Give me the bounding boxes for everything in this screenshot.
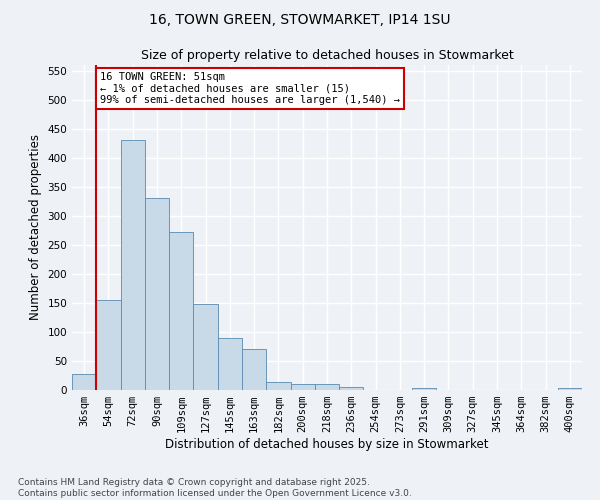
- Bar: [242, 349, 266, 390]
- Bar: [412, 388, 436, 390]
- Bar: [339, 387, 364, 390]
- Text: 16, TOWN GREEN, STOWMARKET, IP14 1SU: 16, TOWN GREEN, STOWMARKET, IP14 1SU: [149, 14, 451, 28]
- Bar: [169, 232, 193, 390]
- Title: Size of property relative to detached houses in Stowmarket: Size of property relative to detached ho…: [140, 50, 514, 62]
- Bar: [121, 140, 145, 390]
- Bar: [218, 338, 242, 390]
- Y-axis label: Number of detached properties: Number of detached properties: [29, 134, 42, 320]
- Bar: [558, 388, 582, 390]
- Bar: [96, 300, 121, 390]
- Text: 16 TOWN GREEN: 51sqm
← 1% of detached houses are smaller (15)
99% of semi-detach: 16 TOWN GREEN: 51sqm ← 1% of detached ho…: [100, 72, 400, 105]
- Bar: [315, 384, 339, 390]
- Text: Contains HM Land Registry data © Crown copyright and database right 2025.
Contai: Contains HM Land Registry data © Crown c…: [18, 478, 412, 498]
- Bar: [72, 374, 96, 390]
- Bar: [266, 382, 290, 390]
- X-axis label: Distribution of detached houses by size in Stowmarket: Distribution of detached houses by size …: [165, 438, 489, 451]
- Bar: [290, 384, 315, 390]
- Bar: [193, 304, 218, 390]
- Bar: [145, 198, 169, 390]
